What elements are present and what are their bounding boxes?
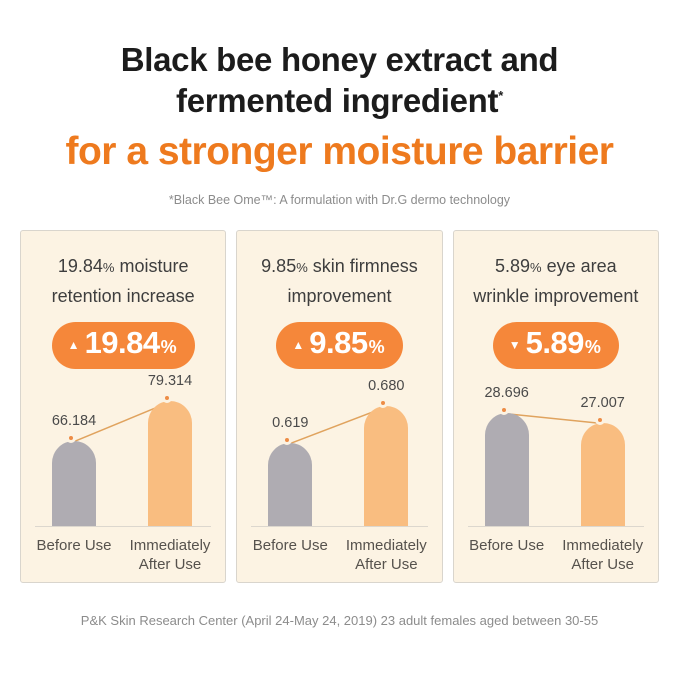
heading-rest: moisture [114, 255, 189, 276]
x-label-before-use: Before Use [469, 536, 545, 554]
data-point-dot [594, 414, 605, 425]
x-label-after-use: Immediately After Use [129, 536, 211, 573]
value-label-after: 79.314 [147, 372, 193, 389]
footnote-marker: * [498, 87, 503, 103]
x-axis-labels: Before Use Immediately After Use [35, 527, 211, 579]
heading-line-2: wrinkle improvement [473, 285, 639, 306]
data-point-dot [162, 392, 172, 403]
panel-heading: 5.89% eye area wrinkle improvement [454, 252, 658, 310]
badge-value: 9.85 [309, 324, 368, 360]
connector-line [506, 412, 603, 425]
data-point-dot [282, 434, 293, 445]
down-arrow-icon: ▼ [508, 337, 521, 352]
title-line-2: fermented ingredient [176, 81, 499, 119]
change-badge: ▲ 9.85 % [276, 321, 403, 369]
heading-rest: skin firmness [307, 255, 418, 276]
after-use-bar [364, 397, 409, 526]
heading-percent-sign: % [102, 259, 115, 275]
trademark-footnote: *Black Bee Ome™: A formulation with Dr.G… [168, 192, 511, 207]
stat-panel-firmness: 9.85% skin firmness improvement ▲ 9.85 %… [236, 229, 443, 583]
x-label-after-use: Immediately After Use [345, 536, 427, 573]
badge-percent-sign: % [368, 336, 385, 357]
page-title: Black bee honey extract and fermented in… [0, 40, 679, 122]
heading-rest: eye area [541, 255, 617, 276]
panel-heading: 19.84% moisture retention increase [21, 252, 225, 310]
header: Black bee honey extract and fermented in… [0, 0, 679, 207]
x-axis-labels: Before Use Immediately After Use [251, 527, 427, 579]
change-badge: ▼ 5.89 % [492, 321, 619, 369]
x-label-before-use: Before Use [36, 536, 112, 554]
panel-heading: 9.85% skin firmness improvement [237, 252, 441, 310]
value-label-before: 0.619 [272, 414, 309, 431]
change-badge: ▲ 19.84 % [51, 321, 195, 369]
stat-panel-wrinkle: 5.89% eye area wrinkle improvement ▼ 5.8… [452, 229, 659, 583]
heading-line-2: improvement [287, 285, 392, 306]
badge-percent-sign: % [160, 336, 177, 357]
bar-chart: 66.184 79.314 [35, 373, 212, 527]
stat-panels: 19.84% moisture retention increase ▲ 19.… [20, 229, 659, 583]
heading-value: 5.89 [494, 255, 531, 276]
value-label-after: 0.680 [368, 377, 405, 394]
heading-percent-sign: % [530, 259, 542, 275]
badge-value: 19.84 [84, 324, 161, 360]
badge-value: 5.89 [525, 324, 585, 360]
after-use-bar [580, 414, 625, 526]
data-point-dot [498, 404, 509, 415]
heading-percent-sign: % [296, 259, 308, 275]
value-label-after: 27.007 [580, 394, 625, 411]
title-line-1: Black bee honey extract and [120, 41, 559, 78]
before-use-bar [268, 434, 313, 526]
up-arrow-icon: ▲ [292, 337, 305, 352]
heading-value: 19.84 [57, 255, 103, 276]
study-source-note: P&K Skin Research Center (April 24-May 2… [80, 612, 599, 628]
x-axis-labels: Before Use Immediately After Use [468, 527, 644, 579]
heading-line-2: retention increase [51, 285, 195, 306]
x-label-after-use: Immediately After Use [562, 536, 644, 573]
x-label-before-use: Before Use [252, 536, 328, 554]
before-use-bar [484, 404, 529, 526]
before-use-bar [52, 432, 96, 526]
value-label-before: 66.184 [51, 412, 97, 429]
bar-chart: 28.696 27.007 [467, 375, 644, 527]
badge-percent-sign: % [584, 336, 601, 357]
after-use-bar [148, 392, 192, 526]
data-point-dot [378, 397, 389, 408]
heading-value: 9.85 [261, 255, 297, 276]
stat-panel-moisture: 19.84% moisture retention increase ▲ 19.… [20, 229, 227, 583]
value-label-before: 28.696 [484, 384, 529, 401]
data-point-dot [66, 432, 76, 443]
bar-chart: 0.619 0.680 [251, 375, 428, 527]
up-arrow-icon: ▲ [67, 337, 80, 352]
page-subtitle: for a stronger moisture barrier [65, 129, 614, 173]
